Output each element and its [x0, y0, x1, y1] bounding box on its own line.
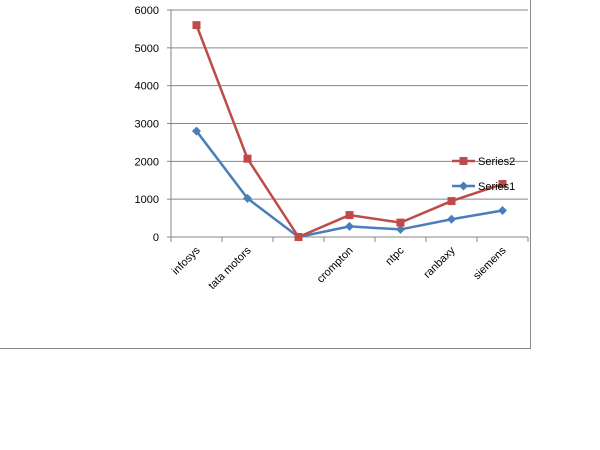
x-tick-label: ranbaxy: [421, 244, 458, 281]
y-tick-label: 4000: [135, 81, 159, 93]
legend-marker-square: [459, 157, 468, 165]
series-series1: [192, 126, 507, 242]
x-tick-label: ntpc: [383, 244, 407, 268]
y-tick-label: 3000: [135, 119, 159, 131]
y-tick-label: 6000: [135, 5, 159, 17]
data-point-square: [192, 21, 201, 30]
x-tick-label: crompton: [315, 245, 356, 286]
data-point-square: [498, 180, 507, 189]
x-tick-label: tata motors: [206, 244, 254, 292]
legend-entry: Series2: [452, 156, 515, 168]
data-point-square: [345, 211, 354, 220]
data-point-square: [447, 197, 456, 206]
y-tick-label: 5000: [135, 43, 159, 55]
legend-entry: Series1: [452, 181, 515, 193]
legend-label: Series1: [478, 181, 515, 193]
y-tick-label: 2000: [135, 156, 159, 168]
legend-marker-diamond: [459, 181, 468, 191]
series-lines: [192, 21, 507, 242]
legend-label: Series2: [478, 156, 515, 168]
data-point-diamond: [396, 224, 405, 234]
data-point-square: [243, 154, 252, 163]
data-point-diamond: [345, 221, 354, 231]
x-tick-label: infosys: [170, 244, 203, 277]
y-tick-label: 0: [153, 232, 159, 244]
data-point-diamond: [447, 214, 456, 224]
x-axis-tick-labels: infosys tata motors crompton ntpc ranbaxy sie…: [170, 244, 509, 292]
series-line: [195, 24, 503, 239]
series-series2: [192, 21, 507, 241]
data-point-square: [294, 233, 303, 241]
legend: Series2 Series1: [452, 156, 515, 193]
y-axis-tick-labels: 0 1000 2000 3000 4000 5000 6000: [135, 5, 159, 244]
axes: [167, 9, 529, 242]
gridlines: [171, 9, 528, 200]
data-point-square: [396, 218, 405, 227]
x-tick-label: siemens: [471, 244, 509, 282]
data-point-diamond: [243, 193, 252, 203]
chart-area: 0 1000 2000 3000 4000 5000 6000 infosys tata mo…: [0, 0, 531, 349]
data-point-diamond: [498, 206, 507, 216]
data-point-diamond: [192, 126, 201, 136]
y-tick-label: 1000: [135, 194, 159, 206]
line-chart: 0 1000 2000 3000 4000 5000 6000 infosys tata mo…: [135, 5, 529, 292]
